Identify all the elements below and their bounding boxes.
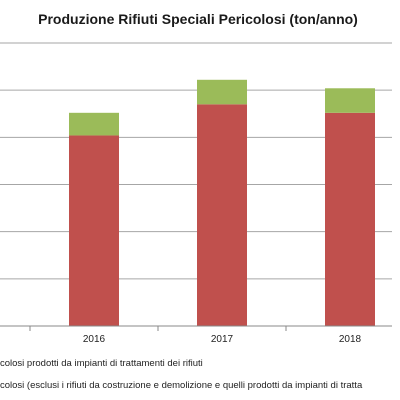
bar-2018-series-1	[325, 88, 375, 113]
x-tick-label-2016: 2016	[83, 334, 106, 345]
bars	[69, 79, 375, 326]
bar-2018-series-0	[325, 112, 375, 326]
x-tick-label-2017: 2017	[211, 334, 234, 345]
legend: colosi prodotti da impianti di trattamen…	[0, 358, 363, 391]
legend-entry-0: colosi prodotti da impianti di trattamen…	[0, 358, 203, 369]
x-tick-label-2018: 2018	[339, 334, 362, 345]
x-axis-ticks: 2016 2017 2018	[29, 326, 362, 345]
bar-2017-series-0	[197, 104, 247, 326]
legend-entry-1: colosi (esclusi i rifiuti da costruzione…	[0, 380, 363, 391]
bar-2016-series-1	[69, 112, 119, 136]
bar-2017-series-1	[197, 79, 247, 105]
chart-title: Produzione Rifiuti Speciali Pericolosi (…	[38, 11, 358, 27]
bar-2016-series-0	[69, 135, 119, 326]
